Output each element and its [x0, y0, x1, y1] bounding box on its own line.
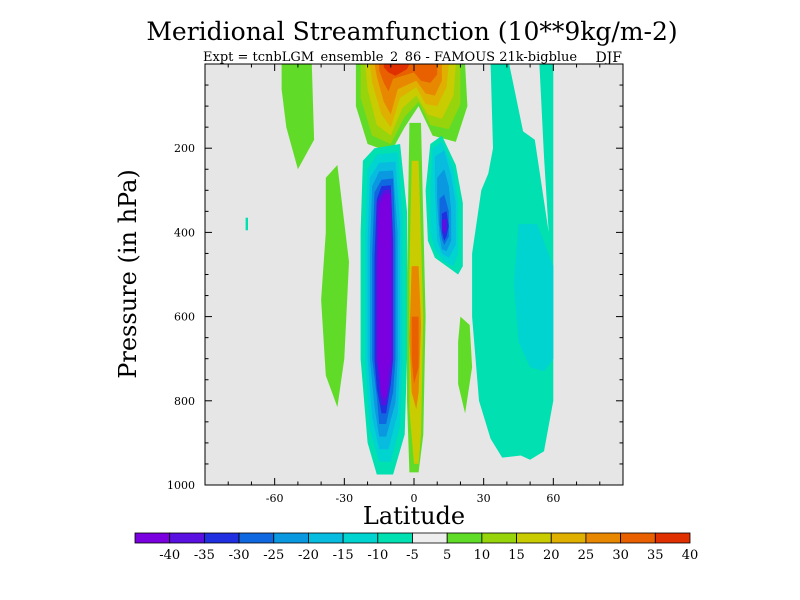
- colorbar-swatch: [620, 532, 656, 544]
- colorbar-swatch: [169, 532, 205, 544]
- x-tick-label: -60: [266, 492, 284, 505]
- colorbar-swatch: [446, 532, 483, 544]
- colorbar-swatch: [654, 532, 691, 544]
- colorbar: -40 -35 -30 -25 -20 -15 -10 -5 5 10 15 20 25 30 35 40: [134, 532, 699, 563]
- contour-region-sh-hadley-negative-40: [376, 193, 391, 397]
- colorbar-label: 30: [612, 548, 629, 563]
- colorbar-swatch: [481, 532, 517, 544]
- chart-subtitle: Expt = tcnbLGM_ensemble_2_86 - FAMOUS 21…: [203, 50, 577, 65]
- colorbar-label: 5: [443, 548, 451, 563]
- colorbar-label: 10: [474, 548, 491, 563]
- contour-regions: [245, 64, 554, 475]
- colorbar-swatch: [585, 532, 622, 544]
- y-axis-label: Pressure (in hPa): [114, 169, 142, 379]
- chart-title: Meridional Streamfunction (10**9kg/m-2): [146, 17, 677, 46]
- colorbar-label: 20: [543, 548, 560, 563]
- colorbar-label: -25: [263, 548, 284, 563]
- colorbar-swatch: [550, 532, 587, 544]
- contour-region-nh-midlat-negative-10: [513, 224, 554, 372]
- contour-region-tropical-upper-positive-35: [383, 64, 410, 76]
- contour-region-sh-midlat-positive-band: [321, 165, 349, 408]
- y-tick-label: 200: [174, 142, 195, 155]
- colorbar-label: -10: [367, 548, 388, 563]
- axis-ticks: -60 -30 0 30 60 200 400 600 800 1000: [167, 64, 623, 505]
- colorbar-label: 15: [508, 548, 525, 563]
- colorbar-swatch: [377, 532, 413, 544]
- x-tick-label: 30: [477, 492, 491, 505]
- y-tick-label: 600: [174, 311, 195, 324]
- contour-region-nh-midlat-positive-patch: [458, 316, 473, 414]
- colorbar-swatch: [134, 532, 171, 544]
- x-tick-label: -30: [335, 492, 353, 505]
- contour-region-nh-hadley-negative-35: [441, 218, 447, 235]
- plot-area: -60 -30 0 30 60 200 400 600 800 1000: [167, 63, 624, 505]
- colorbar-label: -15: [333, 548, 354, 563]
- contour-region-sh-surface-positive-cell: [281, 64, 315, 170]
- colorbar-swatch: [308, 532, 344, 544]
- colorbar-swatch: [516, 532, 552, 544]
- colorbar-swatch: [203, 532, 240, 544]
- season-label: DJF: [595, 50, 622, 66]
- contour-region-sh-isolated-negative-dot: [245, 217, 248, 231]
- colorbar-swatch: [342, 532, 379, 544]
- colorbar-label: -35: [194, 548, 215, 563]
- x-axis-label: Latitude: [363, 502, 465, 530]
- colorbar-swatch: [412, 532, 448, 544]
- colorbar-swatch: [238, 532, 275, 544]
- contour-region-equatorial-column-positive-30: [411, 316, 419, 384]
- colorbar-swatch: [273, 532, 309, 544]
- colorbar-label: 35: [647, 548, 664, 563]
- y-tick-label: 800: [174, 395, 195, 408]
- x-tick-label: 60: [546, 492, 560, 505]
- colorbar-label: -30: [229, 548, 250, 563]
- colorbar-label: -40: [159, 548, 180, 563]
- colorbar-label: 40: [682, 548, 699, 563]
- y-tick-label: 400: [174, 226, 195, 239]
- colorbar-label: -20: [298, 548, 319, 563]
- colorbar-label: -5: [406, 548, 419, 563]
- x-tick-label: 0: [411, 492, 418, 505]
- y-tick-label: 1000: [167, 479, 195, 492]
- colorbar-label: 25: [578, 548, 595, 563]
